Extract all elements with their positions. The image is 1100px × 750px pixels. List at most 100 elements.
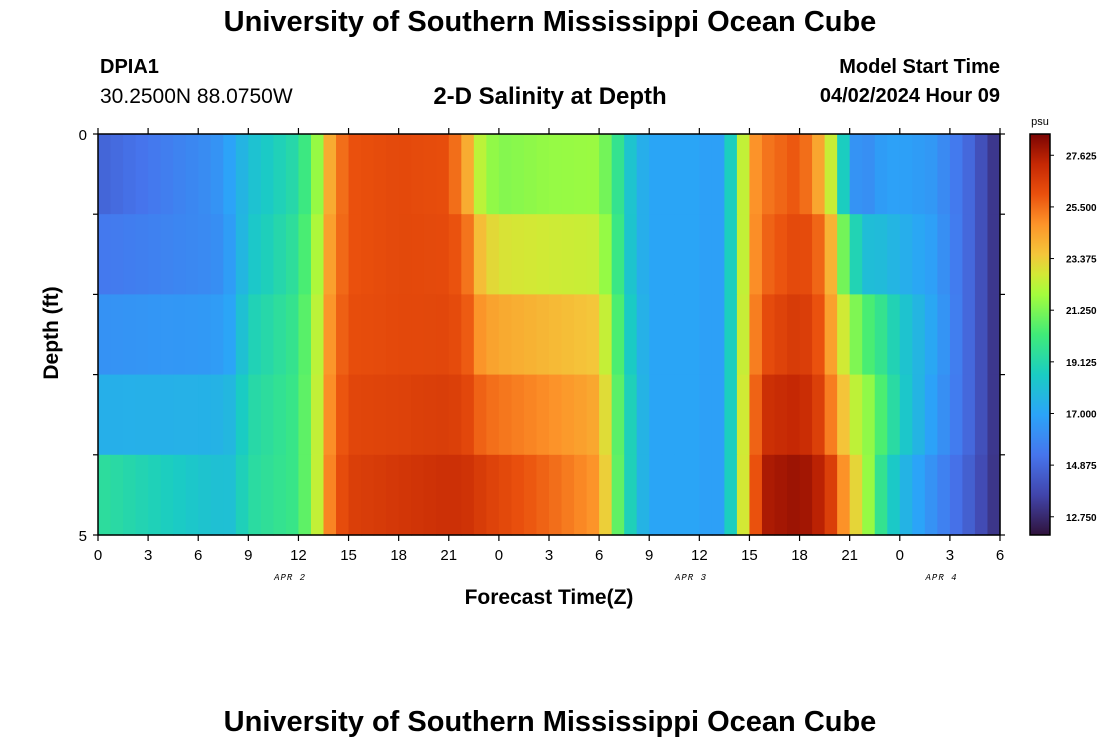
heatmap-cell xyxy=(924,134,938,215)
heatmap-cell xyxy=(486,374,500,456)
heatmap-cell xyxy=(649,454,663,536)
heatmap-cell xyxy=(260,214,274,295)
heatmap-cell xyxy=(436,454,450,536)
heatmap-cell xyxy=(812,214,826,295)
heatmap-cell xyxy=(511,374,525,456)
heatmap-cell xyxy=(849,454,863,536)
heatmap-cell xyxy=(774,214,788,295)
heatmap-cell xyxy=(298,134,312,215)
heatmap-cell xyxy=(812,294,826,376)
heatmap-cell xyxy=(636,454,650,536)
heatmap-cell xyxy=(749,294,763,376)
heatmap-cell xyxy=(173,134,187,215)
heatmap-cell xyxy=(248,374,262,456)
heatmap-cell xyxy=(736,214,751,295)
heatmap-cell xyxy=(398,214,412,295)
heatmap-cell xyxy=(887,214,901,295)
heatmap-cell xyxy=(561,294,575,376)
heatmap-cell xyxy=(523,214,538,295)
heatmap-cell xyxy=(373,294,387,376)
heatmap-cell xyxy=(874,374,888,456)
heatmap-cell xyxy=(386,134,400,215)
heatmap-cell xyxy=(486,214,500,295)
heatmap-cell xyxy=(962,374,976,456)
heatmap-cell xyxy=(799,134,813,215)
heatmap-cell xyxy=(937,214,951,295)
heatmap-cell xyxy=(799,374,813,456)
x-tick-label: 9 xyxy=(645,547,653,564)
heatmap-cell xyxy=(185,294,199,376)
heatmap-cell xyxy=(962,294,976,376)
x-tick-label: 9 xyxy=(244,547,252,564)
x-date-label: APR 3 xyxy=(674,573,707,583)
heatmap-cell xyxy=(273,294,287,376)
heatmap-cell xyxy=(285,374,300,456)
heatmap-cell xyxy=(348,374,362,456)
heatmap-cell xyxy=(799,214,813,295)
station-id: DPIA1 xyxy=(100,56,159,78)
heatmap-cell xyxy=(173,214,187,295)
heatmap-cell xyxy=(899,454,913,536)
heatmap-cell xyxy=(523,374,538,456)
heatmap-cell xyxy=(148,454,162,536)
heatmap-cell xyxy=(248,454,262,536)
heatmap-cell xyxy=(912,454,926,536)
heatmap-cell xyxy=(624,454,638,536)
heatmap-cell xyxy=(987,454,1001,536)
heatmap-cell xyxy=(674,374,688,456)
heatmap-cell xyxy=(787,374,801,456)
colorbar-tick-label: 25.500 xyxy=(1066,203,1097,214)
x-tick-label: 21 xyxy=(440,547,457,564)
heatmap-cell xyxy=(686,294,700,376)
heatmap-cell xyxy=(611,214,625,295)
model-start-time: 04/02/2024 Hour 09 xyxy=(819,85,1000,107)
heatmap-cell xyxy=(674,454,688,536)
heatmap-cell xyxy=(624,214,638,295)
heatmap-cell xyxy=(310,134,325,215)
heatmap-cell xyxy=(423,294,437,376)
heatmap-cell xyxy=(599,294,613,376)
heatmap-cell xyxy=(448,294,462,376)
heatmap-cell xyxy=(98,134,112,215)
heatmap-cell xyxy=(98,374,112,456)
heatmap-cell xyxy=(636,294,650,376)
heatmap-cell xyxy=(699,454,713,536)
heatmap-cell xyxy=(761,294,776,376)
heatmap-cell xyxy=(949,294,964,376)
heatmap-cell xyxy=(974,294,989,376)
heatmap-cell xyxy=(110,214,124,295)
heatmap-cell xyxy=(549,374,563,456)
heatmap-cell xyxy=(110,294,124,376)
heatmap-cell xyxy=(386,454,400,536)
heatmap-cell xyxy=(185,454,199,536)
heatmap-cell xyxy=(373,214,387,295)
x-tick-label: 3 xyxy=(144,547,152,564)
heatmap-cell xyxy=(574,134,588,215)
heatmap-cell xyxy=(473,294,487,376)
heatmap-cell xyxy=(611,374,625,456)
heatmap-cell xyxy=(661,214,675,295)
heatmap-cell xyxy=(336,134,350,215)
x-axis-title: Forecast Time(Z) xyxy=(465,586,634,609)
heatmap-cell xyxy=(787,294,801,376)
y-axis-title: Depth (ft) xyxy=(40,286,63,379)
heatmap-cell xyxy=(110,134,124,215)
heatmap-cell xyxy=(586,214,600,295)
heatmap-cell xyxy=(123,294,137,376)
heatmap-cell xyxy=(624,134,638,215)
heatmap-cell xyxy=(423,454,437,536)
heatmap-cell xyxy=(599,214,613,295)
heatmap-cell xyxy=(536,134,550,215)
heatmap-cell xyxy=(561,134,575,215)
x-date-label: APR 2 xyxy=(273,573,306,583)
heatmap-cell xyxy=(461,294,475,376)
x-axis: 0 3 6 9 12 15 18 21 0 3 6 9 12 15 18 21 0 3 6 APR 2 APR 3 APR… xyxy=(94,128,1004,583)
heatmap-cell xyxy=(824,374,838,456)
heatmap-cell xyxy=(761,454,776,536)
heatmap-cell xyxy=(774,294,788,376)
heatmap-cell xyxy=(160,454,174,536)
heatmap-cell xyxy=(486,454,500,536)
heatmap-cell xyxy=(523,454,538,536)
heatmap-cell xyxy=(561,214,575,295)
heatmap-cell xyxy=(887,134,901,215)
